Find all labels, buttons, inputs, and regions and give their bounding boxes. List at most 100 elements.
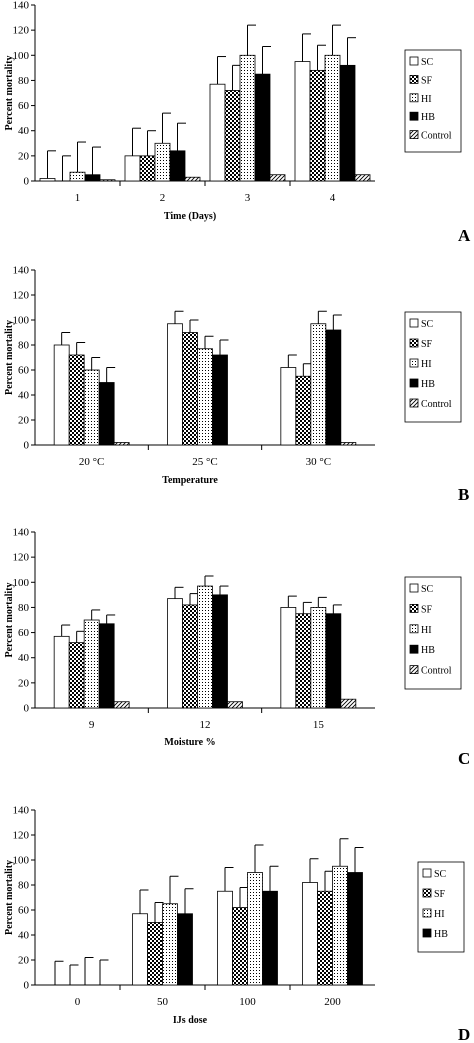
bar-hi-2: [239, 54, 256, 182]
bar-control-0: [99, 179, 116, 182]
bar-hi-2: [247, 872, 263, 986]
bar-hi-3: [332, 865, 348, 986]
bar-hb-2: [325, 329, 342, 446]
y-tick-label: 0: [24, 703, 30, 715]
legend-label-control: Control: [421, 131, 452, 142]
x-tick-label: 100: [239, 996, 256, 1008]
bar-hi-1: [154, 142, 171, 182]
y-tick-label: 100: [13, 50, 30, 62]
legend-swatch-sc: [409, 56, 419, 66]
y-tick-label: 100: [13, 855, 30, 867]
legend-swatch-hb: [409, 644, 419, 654]
chart-panel-a: 0 20 40 60 80 100 120 140 Percent mortality 1 2 3 4 T…: [4, 0, 471, 245]
y-tick-label: 0: [24, 440, 30, 452]
y-tick-label: 80: [18, 602, 30, 614]
bar-hi-0: [69, 171, 86, 182]
bar-control-1: [184, 176, 201, 182]
bar-hb-2: [325, 613, 342, 709]
legend-swatch-hb: [409, 111, 419, 121]
x-tick-label: 1: [75, 192, 81, 204]
legend-swatch-sc: [422, 868, 432, 878]
chart-panel-d: 0 20 40 60 80 100 120 140 Percent mortality 0 50 10…: [4, 805, 470, 1043]
bar-sf-0: [68, 354, 85, 446]
legend-label-sc: SC: [421, 57, 434, 68]
y-tick-label: 60: [18, 905, 30, 917]
bar-hi-3: [324, 54, 341, 182]
x-axis-title: Temperature: [162, 475, 218, 486]
legend-swatch-sf: [409, 604, 419, 613]
bar-sc-1: [167, 598, 183, 709]
bar-sf-1: [147, 922, 163, 986]
bar-hb-0: [84, 174, 101, 182]
bar-hb-0: [98, 623, 115, 709]
x-tick-label: 4: [330, 192, 336, 204]
legend-label-sf: SF: [421, 75, 433, 86]
legend-swatch-hb: [422, 928, 432, 938]
legend-label-hi: HI: [421, 94, 432, 105]
bar-sc-1: [167, 323, 183, 446]
chart-panel-b: 0 20 40 60 80 100 120 140 Percent mortality 20 °C…: [4, 265, 469, 505]
y-tick-label: 40: [18, 652, 30, 664]
legend-label-hi: HI: [421, 359, 432, 370]
bar-hi-0: [83, 619, 100, 709]
x-tick-label: 25 °C: [192, 456, 218, 468]
bar-sc-3: [294, 61, 311, 182]
panel-label: B: [458, 485, 469, 504]
legend-label-hi: HI: [421, 625, 432, 636]
y-axis-title: Percent mortality: [4, 55, 15, 130]
bar-sf-2: [295, 613, 312, 709]
bar-sc-1: [124, 155, 141, 182]
y-tick-label: 140: [13, 0, 30, 12]
panel-label: C: [458, 749, 470, 768]
bar-hb-3: [339, 64, 356, 182]
legend-swatch-hi: [409, 358, 419, 368]
legend-swatch-hi: [409, 624, 419, 634]
bar-control-1: [227, 701, 243, 709]
y-tick-label: 40: [18, 390, 30, 402]
x-tick-label: 15: [313, 719, 325, 731]
y-tick-label: 0: [24, 176, 30, 188]
bar-sf-0: [68, 642, 85, 709]
bar-hb-0: [98, 382, 115, 446]
y-axis-title: Percent mortality: [4, 582, 15, 657]
bar-hb-2: [254, 73, 271, 182]
bar-hi-1: [197, 348, 213, 446]
bar-hi-1: [162, 903, 178, 986]
bar-sf-1: [182, 604, 198, 709]
legend-swatch-control: [409, 130, 419, 140]
bar-control-3: [354, 174, 371, 182]
legend-swatch-sf: [422, 888, 432, 898]
y-tick-label: 120: [13, 830, 30, 842]
legend-swatch-control: [409, 398, 419, 408]
y-tick-label: 60: [18, 627, 30, 639]
y-tick-label: 20: [18, 415, 30, 427]
bar-hi-1: [197, 585, 213, 709]
bar-sf-2: [224, 90, 241, 182]
legend-swatch-control: [409, 665, 419, 674]
bar-sc-0: [53, 635, 70, 709]
bar-sf-2: [295, 375, 312, 446]
bar-hb-1: [212, 594, 228, 709]
bar-hi-0: [83, 369, 100, 446]
x-axis-title: IJs dose: [173, 1015, 208, 1026]
y-tick-label: 100: [13, 315, 30, 327]
bar-sf-2: [232, 907, 248, 986]
y-tick-label: 80: [18, 880, 30, 892]
legend-label-sc: SC: [421, 584, 434, 595]
legend-label-sc: SC: [421, 319, 434, 330]
bar-hi-2: [310, 607, 327, 709]
bar-control-0: [113, 442, 130, 446]
y-tick-label: 60: [18, 365, 30, 377]
legend-label-hi: HI: [434, 909, 445, 920]
legend-swatch-hi: [409, 93, 419, 103]
y-tick-label: 40: [18, 930, 30, 942]
bar-sf-1: [139, 155, 156, 182]
x-tick-label: 12: [200, 719, 211, 731]
bar-hi-2: [310, 323, 327, 446]
y-tick-label: 80: [18, 340, 30, 352]
legend-label-sc: SC: [434, 869, 447, 880]
bar-hb-1: [212, 354, 228, 446]
y-axis-title: Percent mortality: [4, 860, 15, 935]
bar-hb-3: [347, 872, 363, 986]
legend-label-sf: SF: [434, 889, 446, 900]
